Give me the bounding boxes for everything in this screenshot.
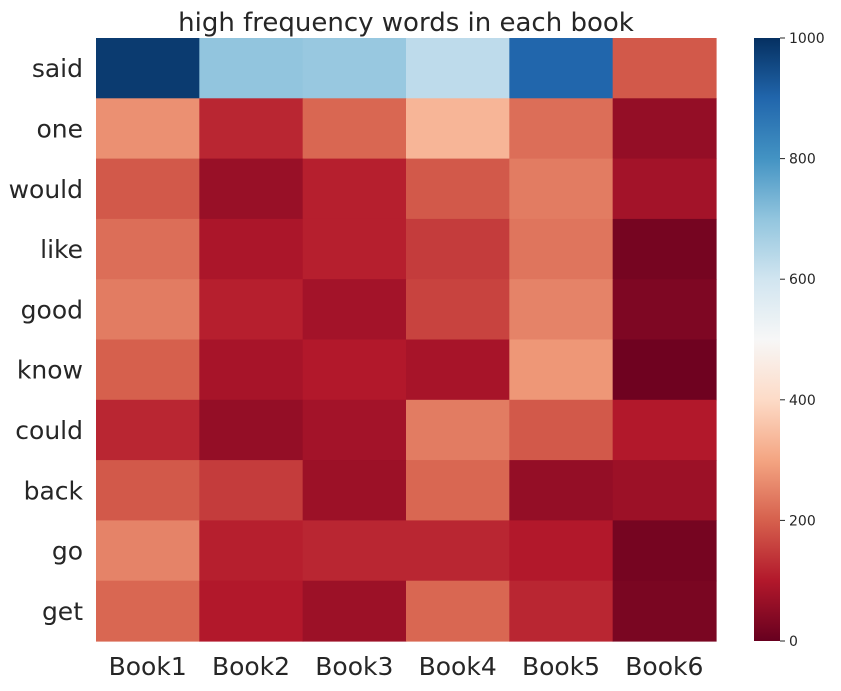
- heatmap-cell-back-book1: [96, 460, 200, 521]
- heatmap-cell-like-book6: [612, 218, 717, 280]
- heatmap-cell-go-book4: [406, 520, 510, 582]
- heatmap-cell-know-book4: [406, 339, 510, 401]
- colorbar: [754, 38, 780, 641]
- heatmap-cell-get-book6: [612, 580, 717, 642]
- column-label-book2: Book2: [212, 652, 290, 681]
- colorbar-ticks: 0 200 400 600 800 1000: [780, 31, 825, 650]
- heatmap-cell-would-book3: [302, 158, 407, 220]
- heatmap-cell-know-book2: [199, 339, 304, 401]
- heatmap-cell-know-book3: [302, 339, 407, 401]
- heatmap-cell-could-book4: [406, 399, 510, 461]
- heatmap-cell-like-book2: [199, 218, 304, 280]
- heatmap-cell-know-book5: [509, 339, 614, 401]
- heatmap-cell-get-book5: [509, 580, 614, 642]
- heatmap-cell-like-book1: [96, 218, 200, 280]
- row-label-would: would: [9, 175, 83, 204]
- heatmap-cell-said-book6: [612, 38, 717, 99]
- heatmap-cell-would-book4: [406, 158, 510, 220]
- colorbar-tick-label-200: 200: [789, 513, 816, 529]
- heatmap-cell-one-book5: [509, 98, 614, 160]
- row-label-know: know: [17, 356, 83, 385]
- heatmap-cell-back-book5: [509, 460, 614, 521]
- row-label-back: back: [24, 476, 84, 505]
- heatmap-cells: [96, 38, 717, 642]
- heatmap-cell-good-book1: [96, 279, 200, 341]
- heatmap-cell-know-book6: [612, 339, 717, 401]
- heatmap-cell-could-book5: [509, 399, 614, 461]
- column-label-book1: Book1: [109, 652, 187, 681]
- column-label-book6: Book6: [625, 652, 703, 681]
- colorbar-tick-label-600: 600: [789, 272, 816, 288]
- heatmap-cell-back-book3: [302, 460, 407, 521]
- row-label-one: one: [36, 114, 83, 143]
- heatmap-cell-get-book3: [302, 580, 407, 642]
- heatmap-cell-back-book2: [199, 460, 304, 521]
- heatmap-cell-like-book5: [509, 218, 614, 280]
- heatmap-cell-get-book2: [199, 580, 304, 642]
- heatmap-cell-one-book4: [406, 98, 510, 160]
- heatmap-cell-would-book5: [509, 158, 614, 220]
- heatmap-cell-said-book4: [406, 38, 510, 99]
- column-label-book3: Book3: [315, 652, 393, 681]
- heatmap-cell-go-book6: [612, 520, 717, 582]
- heatmap-cell-go-book3: [302, 520, 407, 582]
- row-label-go: go: [52, 537, 83, 566]
- heatmap-cell-get-book1: [96, 580, 200, 642]
- heatmap-cell-good-book6: [612, 279, 717, 341]
- colorbar-tick-label-800: 800: [789, 152, 816, 168]
- column-label-book4: Book4: [419, 652, 497, 681]
- heatmap-cell-would-book2: [199, 158, 304, 220]
- heatmap-cell-could-book2: [199, 399, 304, 461]
- column-label-book5: Book5: [522, 652, 600, 681]
- heatmap-cell-good-book2: [199, 279, 304, 341]
- column-labels: Book1 Book2 Book3 Book4 Book5 Book6: [109, 652, 704, 681]
- heatmap-cell-would-book1: [96, 158, 200, 220]
- heatmap-cell-could-book1: [96, 399, 200, 461]
- heatmap-cell-back-book4: [406, 460, 510, 521]
- heatmap-cell-could-book3: [302, 399, 407, 461]
- heatmap-cell-go-book1: [96, 520, 200, 582]
- heatmap-cell-get-book4: [406, 580, 510, 642]
- heatmap-cell-like-book4: [406, 218, 510, 280]
- colorbar-tick-label-1000: 1000: [789, 31, 825, 47]
- heatmap-cell-go-book2: [199, 520, 304, 582]
- heatmap-cell-back-book6: [612, 460, 717, 521]
- heatmap-cell-said-book3: [302, 38, 407, 99]
- row-labels: said one would like good know could back go get: [9, 54, 84, 626]
- row-label-could: could: [15, 416, 83, 445]
- heatmap-cell-one-book1: [96, 98, 200, 160]
- heatmap-cell-one-book6: [612, 98, 717, 160]
- chart-title: high frequency words in each book: [178, 8, 634, 38]
- heatmap-cell-one-book2: [199, 98, 304, 160]
- colorbar-tick-label-400: 400: [789, 393, 816, 409]
- row-label-get: get: [42, 597, 83, 626]
- heatmap-cell-said-book2: [199, 38, 304, 99]
- row-label-good: good: [21, 295, 83, 324]
- row-label-like: like: [40, 235, 83, 264]
- heatmap-cell-said-book5: [509, 38, 614, 99]
- heatmap-cell-could-book6: [612, 399, 717, 461]
- heatmap-cell-said-book1: [96, 38, 200, 99]
- heatmap-cell-good-book4: [406, 279, 510, 341]
- heatmap-cell-good-book5: [509, 279, 614, 341]
- heatmap-cell-would-book6: [612, 158, 717, 220]
- heatmap-cell-one-book3: [302, 98, 407, 160]
- heatmap-cell-go-book5: [509, 520, 614, 582]
- colorbar-tick-label-0: 0: [789, 634, 798, 650]
- heatmap-cell-know-book1: [96, 339, 200, 401]
- heatmap-cell-like-book3: [302, 218, 407, 280]
- heatmap-cell-good-book3: [302, 279, 407, 341]
- row-label-said: said: [32, 54, 83, 83]
